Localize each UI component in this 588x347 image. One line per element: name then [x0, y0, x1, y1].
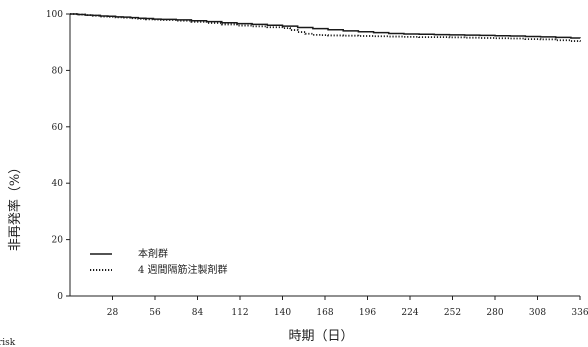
x-tick-label: 168 — [316, 308, 333, 318]
x-tick-label: 224 — [401, 308, 418, 318]
truncated-risk-label: risk — [0, 338, 16, 347]
y-tick-label: 0 — [57, 292, 63, 302]
y-tick-label: 60 — [52, 123, 64, 133]
x-tick-label: 252 — [444, 308, 461, 318]
x-tick-label: 28 — [107, 308, 119, 318]
x-ticks: 28 56 84 112 140 168 196 224 252 280 308 336 — [107, 296, 588, 318]
series-line-solid — [70, 13, 581, 39]
x-tick-label: 112 — [231, 308, 248, 318]
x-tick-label: 140 — [274, 308, 291, 318]
y-axis-title: 非再発率（%） — [7, 161, 23, 251]
x-tick-label: 336 — [571, 308, 588, 318]
y-tick-label: 40 — [52, 179, 64, 189]
legend: 本剤群 4 週間隔筋注製剤群 — [90, 247, 228, 276]
x-tick-label: 280 — [486, 308, 503, 318]
y-tick-label: 80 — [52, 66, 64, 76]
y-ticks: 0 20 40 60 80 100 — [46, 10, 70, 302]
x-tick-label: 308 — [529, 308, 546, 318]
x-tick-label: 196 — [359, 308, 376, 318]
y-tick-label: 100 — [46, 10, 63, 20]
x-tick-label: 84 — [192, 308, 204, 318]
legend-label-dotted: 4 週間隔筋注製剤群 — [138, 263, 228, 276]
series-line-dotted — [70, 13, 581, 42]
x-axis-title: 時期（日） — [288, 329, 353, 344]
x-tick-label: 56 — [149, 308, 161, 318]
y-tick-label: 20 — [52, 236, 64, 246]
series-group — [70, 13, 581, 42]
legend-label-solid: 本剤群 — [138, 247, 168, 260]
